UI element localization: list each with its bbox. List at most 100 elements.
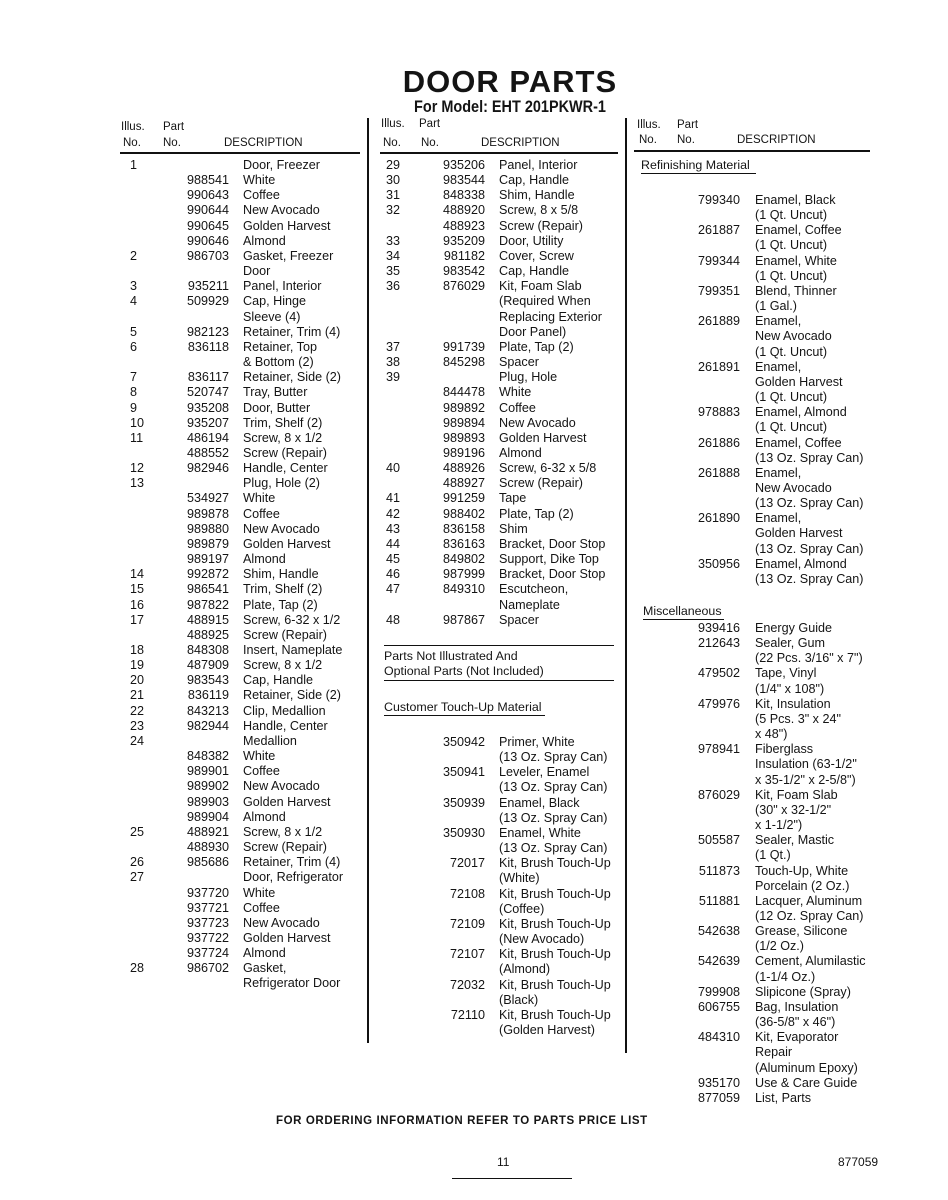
table-row: 37 991739 Plate, Tap (2) [366, 340, 616, 355]
description: (1 Qt. Uncut) [755, 390, 828, 405]
table-row: 939416 Energy Guide [622, 621, 882, 636]
touchup-parts-list: 350942 Primer, White (13 Oz. Spray Can) 350… [366, 735, 616, 1038]
table-row: 799351 Blend, Thinner [622, 284, 882, 299]
description: Screw, 8 x 1/2 [243, 430, 323, 445]
table-row: 350942 Primer, White [366, 735, 616, 750]
part-number: 606755 [697, 999, 740, 1014]
description: Refrigerator Door [243, 976, 341, 991]
description: (13 Oz. Spray Can) [499, 810, 608, 825]
table-row: 72109 Kit, Brush Touch-Up [366, 917, 616, 932]
part-number: 520747 [186, 385, 229, 400]
table-row: 937722 Golden Harvest [110, 931, 360, 946]
table-row: 350930 Enamel, White [366, 826, 616, 841]
description: (1-1/4 Oz.) [755, 969, 816, 984]
part-number: 488552 [186, 445, 229, 460]
illus-number: 9 [130, 400, 138, 415]
description: x 35-1/2" x 2-5/8") [755, 772, 856, 787]
table-row: 4 509929 Cap, Hinge [110, 294, 360, 309]
part-number: 261886 [697, 435, 740, 450]
part-number: 989901 [186, 764, 229, 779]
table-row: 39 Plug, Hole [366, 370, 616, 385]
description: (22 Pcs. 3/16" x 7") [755, 651, 863, 666]
table-row: 25 488921 Screw, 8 x 1/2 [110, 825, 360, 840]
description: Retainer, Side (2) [243, 370, 342, 385]
table-row: 42 988402 Plate, Tap (2) [366, 507, 616, 522]
header-rule [120, 152, 360, 154]
touchup-heading: Customer Touch-Up Material [384, 700, 546, 716]
table-row: 72107 Kit, Brush Touch-Up [366, 947, 616, 962]
table-row: 978941 Fiberglass [622, 742, 882, 757]
part-number: 989903 [186, 794, 229, 809]
illus-number: 39 [386, 370, 401, 385]
description: Plate, Tap (2) [243, 597, 318, 612]
not-illustrated-line2: Optional Parts (Not Included) [384, 664, 614, 681]
part-number: 72109 [449, 916, 485, 931]
table-row: 72110 Kit, Brush Touch-Up [366, 1008, 616, 1023]
table-row: 261891 Enamel, [622, 360, 882, 375]
description: Sleeve (4) [243, 309, 301, 324]
part-number: 989893 [442, 430, 485, 445]
table-row: 935170 Use & Care Guide [622, 1076, 882, 1091]
description: Screw (Repair) [243, 627, 327, 642]
table-row: Refrigerator Door [110, 976, 360, 991]
illus-number: 22 [130, 703, 145, 718]
table-row: 799344 Enamel, White [622, 254, 882, 269]
description: (36-5/8" x 46") [755, 1015, 836, 1030]
table-row: (13 Oz. Spray Can) [622, 451, 882, 466]
part-number: 487909 [186, 658, 229, 673]
description: (Golden Harvest) [499, 1022, 595, 1037]
table-row: 15 986541 Trim, Shelf (2) [110, 582, 360, 597]
part-number: 937722 [186, 930, 229, 945]
table-row: 844478 White [366, 385, 616, 400]
table-row: 45 849802 Support, Dike Top [366, 552, 616, 567]
column-divider [367, 118, 369, 1043]
table-row: 989904 Almond [110, 810, 360, 825]
description: Spacer [499, 612, 539, 627]
illus-number: 36 [386, 279, 401, 294]
table-row: 350941 Leveler, Enamel [366, 765, 616, 780]
table-row: 606755 Bag, Insulation [622, 1000, 882, 1015]
table-row: New Avocado [622, 481, 882, 496]
part-number: 505587 [697, 833, 740, 848]
description: Kit, Brush Touch-Up [499, 886, 611, 901]
part-number: 72108 [449, 886, 485, 901]
illus-number: 30 [386, 173, 401, 188]
description: Cement, Alumilastic [755, 954, 866, 969]
description: Coffee [243, 188, 280, 203]
description: & Bottom (2) [243, 355, 314, 370]
illus-number: 12 [130, 461, 145, 476]
description: Plate, Tap (2) [499, 506, 574, 521]
description: x 1-1/2") [755, 818, 803, 833]
table-row: 542639 Cement, Alumilastic [622, 954, 882, 969]
description: Door, Butter [243, 400, 311, 415]
table-row: 261889 Enamel, [622, 314, 882, 329]
part-number: 935170 [697, 1075, 740, 1090]
table-row: (36-5/8" x 46") [622, 1015, 882, 1030]
header-description: DESCRIPTION [224, 137, 303, 149]
part-number: 488925 [186, 627, 229, 642]
table-row: (1 Qt. Uncut) [622, 345, 882, 360]
description: (13 Oz. Spray Can) [499, 780, 608, 795]
table-row: Nameplate [366, 598, 616, 613]
table-row: 72017 Kit, Brush Touch-Up [366, 856, 616, 871]
part-number: 989880 [186, 521, 229, 536]
illus-number: 23 [130, 718, 145, 733]
description: (Coffee) [499, 901, 545, 916]
part-number: 989902 [186, 779, 229, 794]
description: (1/4" x 108") [755, 681, 825, 696]
description: Plug, Hole (2) [243, 476, 320, 491]
description: Shim, Handle [243, 567, 319, 582]
table-row: 1 Door, Freezer [110, 158, 360, 173]
illus-number: 19 [130, 658, 145, 673]
description: Screw, 8 x 1/2 [243, 824, 323, 839]
illus-number: 37 [386, 339, 401, 354]
illus-number: 1 [130, 158, 138, 172]
description: Insert, Nameplate [243, 643, 343, 657]
table-row: (New Avocado) [366, 932, 616, 947]
table-row: 3 935211 Panel, Interior [110, 279, 360, 294]
table-row: 21 836119 Retainer, Side (2) [110, 688, 360, 703]
description: Almond [243, 809, 286, 824]
illus-number: 17 [130, 612, 145, 627]
illus-number: 43 [386, 521, 401, 536]
illus-number: 21 [130, 688, 145, 703]
